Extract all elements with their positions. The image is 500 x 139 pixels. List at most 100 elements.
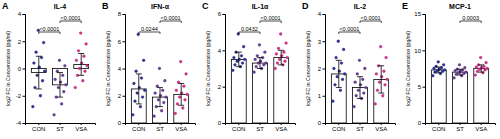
y-tick-label: 6: [118, 39, 122, 45]
data-point: [181, 107, 184, 110]
data-point: [365, 86, 368, 89]
x-tick: VSA: [475, 123, 487, 132]
y-tick-mark: [223, 50, 226, 51]
y-tick-mark: [23, 41, 26, 42]
y-tick-label: -2: [16, 93, 22, 99]
x-tick-mark: [60, 123, 61, 125]
data-point: [186, 93, 189, 96]
p-value-label: 0.0244: [141, 26, 158, 32]
x-tick-label: ST: [456, 126, 464, 132]
chart-title: IL-1α: [252, 3, 269, 10]
data-point: [259, 60, 262, 63]
significance-bracket: [360, 21, 381, 23]
x-tick: ST: [356, 123, 364, 132]
data-point: [36, 74, 39, 77]
data-point: [285, 42, 288, 45]
x-tick-label: ST: [356, 126, 364, 132]
data-point: [174, 112, 177, 115]
data-point: [437, 61, 440, 64]
y-tick-label: 8: [118, 11, 122, 17]
data-point: [80, 62, 83, 65]
data-point: [31, 105, 34, 108]
data-point: [274, 67, 277, 70]
y-tick-label: 1: [318, 93, 322, 99]
x-axis: CONSTVSA: [126, 123, 196, 132]
x-tick-label: CON: [332, 126, 345, 132]
y-axis-line: [323, 15, 326, 124]
data-point: [161, 89, 164, 92]
y-axis-title: log2 FC in Concentration (pg/ml): [205, 31, 211, 106]
x-axis: CONSTVSA: [226, 123, 296, 132]
data-point: [343, 73, 346, 76]
y-tick-mark: [223, 123, 226, 124]
y-axis: 051015: [414, 11, 425, 126]
error-bar: [178, 83, 184, 105]
y-tick: 15: [414, 11, 425, 17]
data-point: [254, 58, 257, 61]
data-point: [238, 58, 241, 61]
figure: AIL-4log2 FC in Concentration (pg/ml)-4-…: [0, 0, 500, 139]
y-tick-mark: [23, 123, 26, 124]
significance-bracket: [160, 21, 181, 23]
data-point: [33, 62, 36, 65]
x-tick-mark: [460, 123, 461, 125]
data-point: [361, 78, 364, 81]
y-tick: 2: [118, 93, 125, 99]
x-tick-mark: [360, 123, 361, 125]
y-tick: 2: [318, 66, 325, 72]
y-tick-mark: [423, 50, 426, 51]
y-tick: 6: [118, 39, 125, 45]
data-point: [83, 55, 86, 58]
y-tick-label: 5: [418, 84, 422, 90]
data-point: [354, 81, 357, 84]
significance-bracket: [239, 32, 260, 34]
error-bar: [236, 52, 242, 67]
y-tick-label: 4: [118, 66, 122, 72]
x-tick-label: CON: [32, 126, 45, 132]
data-point: [340, 62, 343, 65]
y-tick-label: -4: [16, 120, 22, 126]
data-point: [474, 74, 477, 77]
y-tick-label: 10: [414, 48, 421, 54]
data-point: [336, 75, 339, 78]
data-point: [356, 73, 359, 76]
y-axis-title: log2 FC in Concentration (pg/ml): [5, 31, 11, 106]
y-tick-label: 2: [318, 66, 322, 72]
data-point: [431, 74, 434, 77]
data-point: [357, 89, 360, 92]
y-tick-label: 0: [218, 120, 222, 126]
plot-area: [31, 29, 88, 116]
x-tick-mark: [481, 123, 482, 125]
data-point: [283, 51, 286, 54]
bar: [231, 59, 246, 123]
data-point: [159, 94, 162, 97]
data-point: [379, 45, 382, 48]
data-point: [335, 56, 338, 59]
x-tick: ST: [56, 123, 64, 132]
data-point: [162, 101, 165, 104]
panel-label: A: [2, 1, 9, 11]
y-tick-mark: [123, 14, 126, 15]
x-tick-mark: [338, 123, 339, 125]
data-point: [333, 67, 336, 70]
error-bar: [278, 50, 284, 65]
data-point: [180, 92, 183, 95]
y-tick-mark: [123, 96, 126, 97]
error-bar: [478, 65, 484, 72]
bar: [453, 72, 468, 123]
error-bar: [436, 67, 442, 73]
y-tick-mark: [23, 69, 26, 70]
data-point: [265, 62, 268, 65]
x-axis: CONSTVSA: [426, 123, 496, 132]
y-tick: -4: [16, 120, 25, 126]
y-tick: 5: [418, 84, 425, 90]
data-point: [240, 54, 243, 57]
data-point: [78, 67, 81, 70]
data-point: [375, 73, 378, 76]
p-value-label: <0.0001: [261, 15, 281, 21]
data-point: [242, 45, 245, 48]
x-tick-mark: [38, 123, 39, 125]
data-point: [385, 56, 388, 59]
y-axis: 01234: [318, 11, 326, 126]
y-tick-mark: [223, 87, 226, 88]
